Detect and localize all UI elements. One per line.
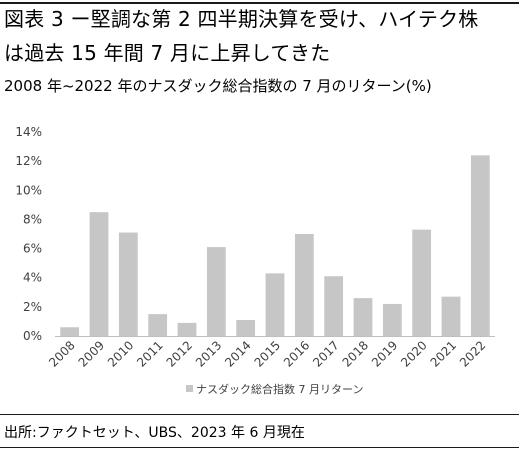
y-tick-label: 10% xyxy=(15,183,42,197)
source-rule-bottom xyxy=(0,447,519,448)
x-tick-label: 2014 xyxy=(222,338,253,369)
x-tick-label: 2013 xyxy=(193,338,224,369)
bar xyxy=(206,247,226,336)
x-tick-label: 2021 xyxy=(428,338,459,369)
x-tick-label: 2020 xyxy=(398,338,429,369)
bar xyxy=(324,276,344,336)
bar xyxy=(265,273,285,336)
chart-title-line-1: 図表 3 ー堅調な第 2 四半期決算を受け、ハイテク株 xyxy=(4,7,479,31)
bar xyxy=(89,212,109,336)
x-tick-label: 2017 xyxy=(310,338,341,369)
bar xyxy=(441,296,461,336)
x-tick-label: 2015 xyxy=(252,338,283,369)
y-tick-label: 14% xyxy=(15,125,42,139)
x-tick-label: 2009 xyxy=(76,338,107,369)
y-tick-label: 2% xyxy=(23,300,42,314)
x-tick-label: 2016 xyxy=(281,338,312,369)
source-note: 出所:ファクトセット、UBS、2023 年 6 月現在 xyxy=(4,425,305,441)
bar xyxy=(353,298,373,336)
bar xyxy=(412,229,432,336)
y-tick-label: 6% xyxy=(23,242,42,256)
bar xyxy=(236,319,256,336)
chart-subtitle: 2008 年~2022 年のナスダック総合指数の 7 月のリターン(%) xyxy=(4,77,432,95)
bar xyxy=(382,303,402,336)
x-tick-label: 2011 xyxy=(134,338,165,369)
x-tick-label: 2019 xyxy=(369,338,400,369)
top-rule xyxy=(0,2,519,4)
legend-swatch xyxy=(186,385,193,392)
x-tick-label: 2018 xyxy=(340,338,371,369)
x-tick-label: 2010 xyxy=(105,338,136,369)
legend-label: ナスダック総合指数 7 月リターン xyxy=(196,382,363,396)
bar xyxy=(294,234,314,336)
source-rule-top xyxy=(0,414,519,415)
x-tick-label: 2012 xyxy=(164,338,195,369)
bar xyxy=(177,322,197,336)
bar xyxy=(148,314,168,336)
bar xyxy=(118,232,138,336)
y-tick-label: 4% xyxy=(23,271,42,285)
bar xyxy=(470,155,490,336)
chart-title-line-2: は過去 15 年間 7 月に上昇してきた xyxy=(4,41,331,65)
x-tick-label: 2022 xyxy=(457,338,488,369)
y-tick-label: 12% xyxy=(15,154,42,168)
bar xyxy=(60,327,80,336)
x-tick-label: 2008 xyxy=(46,338,77,369)
bar-chart: 0%2%4%6%8%10%12%14%200820092010201120122… xyxy=(15,125,495,396)
y-tick-label: 0% xyxy=(23,329,42,343)
y-tick-label: 8% xyxy=(23,212,42,226)
